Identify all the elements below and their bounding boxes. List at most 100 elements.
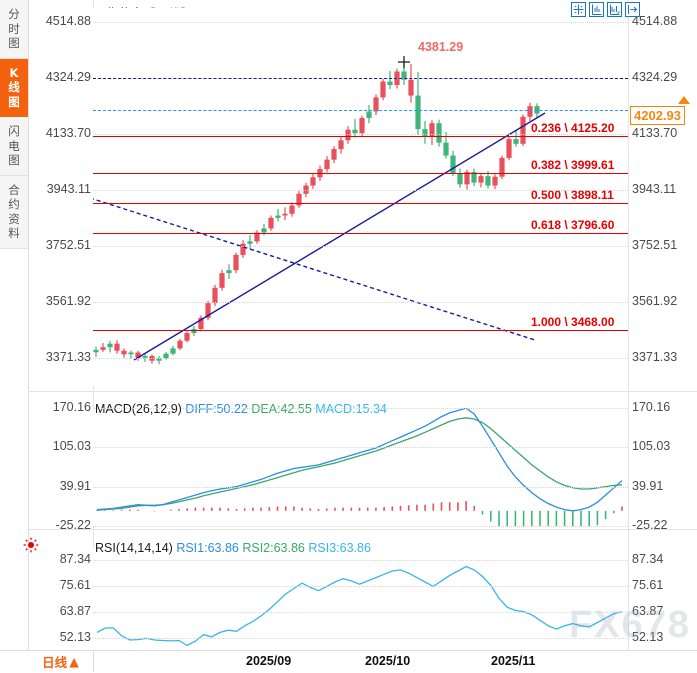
price-tick-left: 4133.70 <box>45 125 91 140</box>
rail-spacer <box>0 248 28 660</box>
macd-title: MACD(26,12,9) <box>95 402 182 416</box>
rsi2-value: RSI2:63.86 <box>242 541 305 555</box>
price-tick-left: 3371.33 <box>45 350 91 364</box>
indicator-gridline <box>93 560 628 562</box>
macd-rsi-divider <box>28 529 697 530</box>
fibonacci-level-label: 0.618 \ 3796.60 <box>531 218 615 232</box>
fibonacci-line <box>93 203 628 205</box>
sidebar-item-timeshare-chart[interactable]: 分时图 <box>0 0 28 59</box>
rsi-plot[interactable] <box>93 548 628 651</box>
macd-plot[interactable] <box>93 408 628 526</box>
period-selector-label: 日线 <box>42 655 68 670</box>
bottom-axis-bar: 日线 ▲ 2025/09 2025/10 2025/11 <box>0 650 697 673</box>
indicator-tick-left: 105.03 <box>52 439 91 454</box>
macd-header: MACD(26,12,9) DIFF:50.22 DEA:42.55 MACD:… <box>95 402 387 416</box>
price-gridline <box>93 21 628 23</box>
period-selector[interactable]: 日线 ▲ <box>28 651 94 672</box>
indicator-gridline <box>93 637 628 639</box>
price-tick-right: 3561.92 <box>632 294 678 308</box>
indicator-tick-left: 63.87 <box>59 603 91 618</box>
price-gridline <box>93 133 628 135</box>
indicator-tick-right: 87.34 <box>632 552 664 567</box>
indicator-tick-right: 52.13 <box>632 629 664 644</box>
price-tick-right: 4324.29 <box>632 69 678 84</box>
last-price-arrow <box>678 96 690 104</box>
indicator-gridline <box>93 611 628 613</box>
macd-series <box>96 408 623 526</box>
fibonacci-level-label: 1.000 \ 3468.00 <box>531 314 615 329</box>
rail-tab-char: 料 <box>8 226 20 240</box>
rsi3-value: RSI3:63.86 <box>308 541 371 555</box>
rail-tab-char: 电 <box>8 138 20 153</box>
triangle-up-icon: ▲ <box>69 654 79 669</box>
rail-tab-char: 资 <box>8 211 20 226</box>
right-axis-separator <box>628 0 629 651</box>
macd-dea-value: DEA:42.55 <box>251 402 312 416</box>
macd-diff-value: DIFF:50.22 <box>185 402 248 416</box>
crosshair-icon[interactable] <box>571 2 586 17</box>
price-macd-divider <box>28 391 697 392</box>
reference-dashed-line <box>93 77 628 79</box>
price-tick-left: 3561.92 <box>45 294 91 308</box>
indicator-gridline <box>93 526 628 527</box>
fibonacci-level-label: 0.382 \ 3999.61 <box>531 158 615 173</box>
chart-toolbar <box>571 2 640 17</box>
sidebar-item-lightning-chart[interactable]: 闪电图 <box>0 117 28 176</box>
indicator-tick-left: 75.61 <box>59 578 91 593</box>
rsi-line <box>96 565 623 647</box>
price-chart-plot[interactable] <box>93 8 628 386</box>
indicator-gridline <box>93 486 628 488</box>
rail-tab-char: 图 <box>8 36 20 50</box>
rail-tab-char: 时 <box>8 21 20 36</box>
rail-tab-char: 闪 <box>8 124 20 138</box>
indicator-tick-left: 170.16 <box>52 400 91 414</box>
price-gridline <box>93 189 628 191</box>
date-tick: 2025/11 <box>491 654 536 668</box>
price-tick-left: 4514.88 <box>45 13 91 28</box>
indicator-tick-left: 52.13 <box>59 629 91 644</box>
fibonacci-line <box>93 233 628 234</box>
rail-tab-char: 图 <box>8 94 20 109</box>
fibonacci-line <box>93 329 628 331</box>
expand-right-icon[interactable] <box>625 2 640 17</box>
fibonacci-line <box>93 173 628 175</box>
price-gridline <box>93 245 628 247</box>
crosshair-marker <box>398 56 410 68</box>
rail-tab-char: 约 <box>8 197 20 211</box>
fibonacci-level-label: 0.500 \ 3898.11 <box>531 188 614 203</box>
macd-diff-line <box>96 408 623 512</box>
price-tick-left: 3752.51 <box>45 237 91 252</box>
reference-dashed-line <box>93 110 628 111</box>
rsi-settings-sun-icon[interactable] <box>23 537 39 553</box>
rsi-series <box>96 565 623 647</box>
rail-tab-char: K <box>9 65 19 80</box>
swing-high-label: 4381.29 <box>418 40 464 54</box>
measure-left-icon[interactable] <box>589 2 604 17</box>
rail-tab-char: 合 <box>8 182 20 197</box>
descending-resistance <box>93 198 536 341</box>
rsi-header: RSI(14,14,14) RSI1:63.86 RSI2:63.86 RSI3… <box>95 541 371 555</box>
fibonacci-line <box>93 136 628 138</box>
last-price-tag: 4202.93 <box>630 106 685 125</box>
macd-macd-value: MACD:15.34 <box>315 402 387 416</box>
measure-right-icon[interactable] <box>607 2 622 17</box>
indicator-gridline <box>93 408 628 409</box>
price-gridline <box>93 358 628 359</box>
sidebar-item-contract-info[interactable]: 合约资料 <box>0 175 28 249</box>
indicator-tick-right: -25.22 <box>632 518 668 532</box>
rail-tab-char: 线 <box>8 80 20 94</box>
date-tick: 2025/10 <box>365 654 411 668</box>
price-tick-right: 4514.88 <box>632 13 678 28</box>
fibonacci-level-label: 0.236 \ 4125.20 <box>531 121 615 136</box>
date-tick: 2025/09 <box>246 654 292 668</box>
price-tick-right: 3943.11 <box>632 181 677 196</box>
rsi1-value: RSI1:63.86 <box>176 541 239 555</box>
indicator-tick-right: 63.87 <box>632 603 664 618</box>
macd-dea-line <box>96 417 623 511</box>
indicator-tick-left: -25.22 <box>55 518 91 532</box>
indicator-tick-right: 75.61 <box>632 578 664 593</box>
price-tick-right: 3752.51 <box>632 237 678 252</box>
price-tick-left: 3943.11 <box>46 181 91 196</box>
price-gridline <box>93 302 628 303</box>
